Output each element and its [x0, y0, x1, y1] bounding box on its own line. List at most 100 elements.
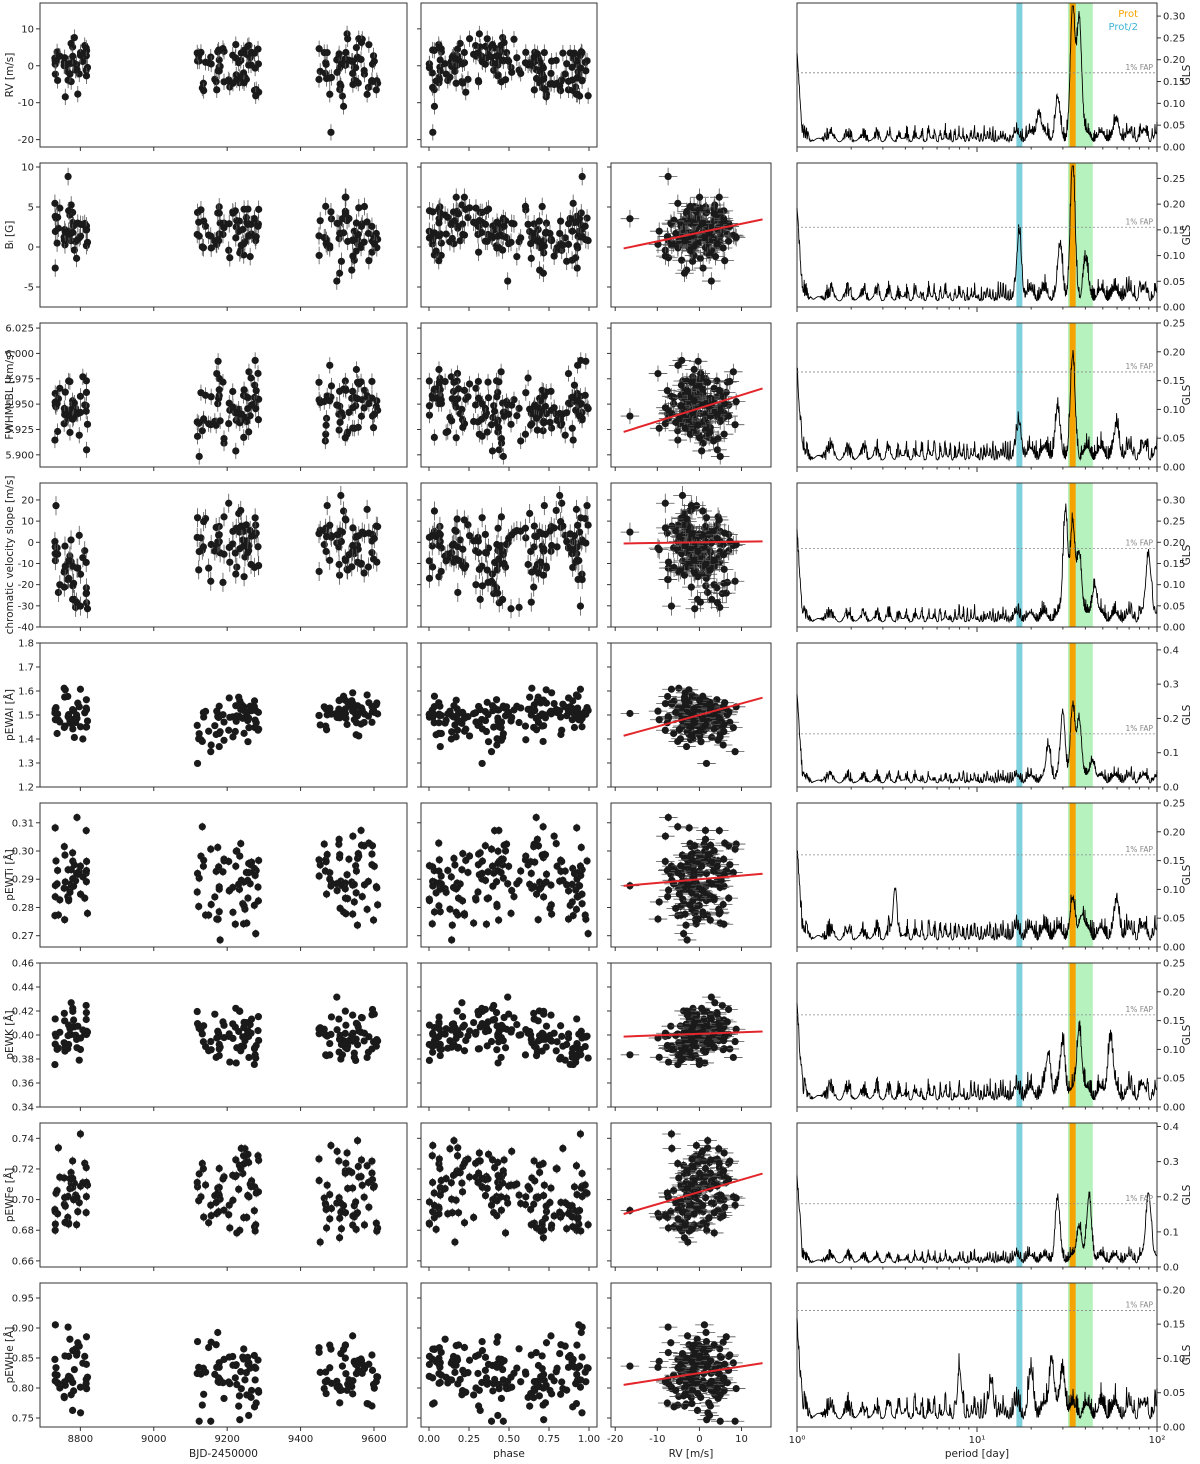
- time-point: [65, 207, 73, 215]
- time-point: [365, 41, 373, 49]
- phase-point: [540, 501, 548, 510]
- time-point: [368, 377, 376, 386]
- phase-point: [475, 216, 483, 225]
- phase-point: [488, 40, 497, 49]
- phase-point: [538, 202, 546, 211]
- prot-marker: [1069, 483, 1076, 627]
- time-point: [357, 412, 366, 420]
- phase-point: [540, 545, 548, 553]
- time-point: [244, 738, 252, 746]
- time-point: [70, 733, 78, 742]
- phase-point: [541, 85, 550, 94]
- phase-point: [456, 39, 464, 48]
- time-point: [240, 573, 248, 581]
- time-point: [69, 715, 77, 724]
- time-point: [365, 699, 373, 707]
- time-point: [195, 547, 203, 556]
- time-point: [326, 397, 334, 405]
- phase-point: [556, 229, 564, 238]
- phase-point: [574, 521, 582, 529]
- time-point: [215, 56, 223, 64]
- time-point: [240, 386, 248, 394]
- phase-point: [508, 219, 516, 227]
- time-point: [349, 252, 357, 260]
- phase-point: [553, 543, 561, 551]
- rv-point: [678, 256, 686, 264]
- time-point: [369, 52, 378, 60]
- time-point: [61, 562, 69, 570]
- time-point: [252, 529, 260, 537]
- time-point: [370, 57, 378, 65]
- phase-point: [577, 514, 585, 522]
- time-point: [225, 246, 233, 254]
- row-4: chromatic velocity slope [m/s] 20 10 0 -10 -2…: [4, 476, 1193, 635]
- phase-point: [557, 518, 565, 526]
- time-point: [205, 727, 213, 735]
- panel-frame-gls: [796, 2, 1158, 148]
- panel-frame-gls: [796, 482, 1158, 628]
- time-point: [82, 446, 91, 454]
- time-point: [226, 558, 234, 566]
- phase-point: [583, 214, 591, 222]
- time-point: [370, 534, 378, 543]
- phase-point: [499, 452, 507, 461]
- rv-point: [713, 446, 722, 454]
- time-point: [360, 569, 368, 577]
- phase-point: [533, 50, 541, 58]
- phase-point: [569, 563, 577, 572]
- phase-point: [563, 409, 571, 417]
- phase-point: [435, 365, 443, 374]
- time-point: [335, 50, 343, 58]
- rv-point: [690, 556, 698, 564]
- rv-point: [721, 257, 729, 265]
- time-point: [349, 700, 357, 708]
- time-point: [83, 605, 92, 613]
- rv-point: [702, 208, 711, 217]
- time-point: [233, 712, 241, 720]
- phase-point: [488, 570, 497, 578]
- phase-point: [522, 736, 530, 744]
- gls-y-tick-label: 0.00: [1163, 143, 1185, 154]
- time-point: [254, 222, 262, 230]
- rv-point: [710, 210, 718, 218]
- gls-y-tick-label: 0.20: [1163, 200, 1185, 211]
- phase-point: [557, 730, 565, 739]
- rv-point: [663, 387, 671, 395]
- time-point: [69, 52, 77, 60]
- time-point: [207, 232, 215, 240]
- time-point: [199, 543, 207, 551]
- time-point: [252, 387, 260, 395]
- phase-point: [435, 400, 443, 408]
- rv-point: [696, 598, 704, 606]
- phase-point: [584, 521, 592, 529]
- phase-point: [499, 730, 507, 738]
- y-tick-label: 1.7: [18, 663, 34, 674]
- time-point: [323, 48, 331, 57]
- time-point: [239, 225, 247, 234]
- phase-point: [472, 384, 480, 392]
- time-point: [365, 400, 373, 408]
- time-point: [363, 691, 371, 699]
- rv-point: [706, 237, 714, 245]
- time-point: [61, 693, 69, 701]
- phase-point: [578, 723, 586, 731]
- phase-point: [478, 582, 487, 590]
- rv-point: [720, 430, 728, 438]
- phase-point: [437, 239, 445, 247]
- time-point: [70, 222, 78, 230]
- time-point: [343, 216, 351, 225]
- y-axis-label: pEWAl [Å]: [3, 689, 16, 741]
- phase-point: [459, 545, 467, 553]
- time-point: [364, 563, 372, 571]
- phase-point: [552, 506, 560, 515]
- phase-point: [487, 421, 496, 429]
- rv-point: [706, 566, 714, 574]
- rv-point: [680, 269, 689, 277]
- time-point: [244, 220, 252, 228]
- y-tick-label: -20: [18, 580, 34, 591]
- rv-point: [720, 216, 728, 225]
- phase-point: [475, 430, 483, 438]
- y-tick-label: -10: [18, 98, 34, 109]
- time-point: [252, 706, 260, 715]
- phase-point: [542, 686, 550, 694]
